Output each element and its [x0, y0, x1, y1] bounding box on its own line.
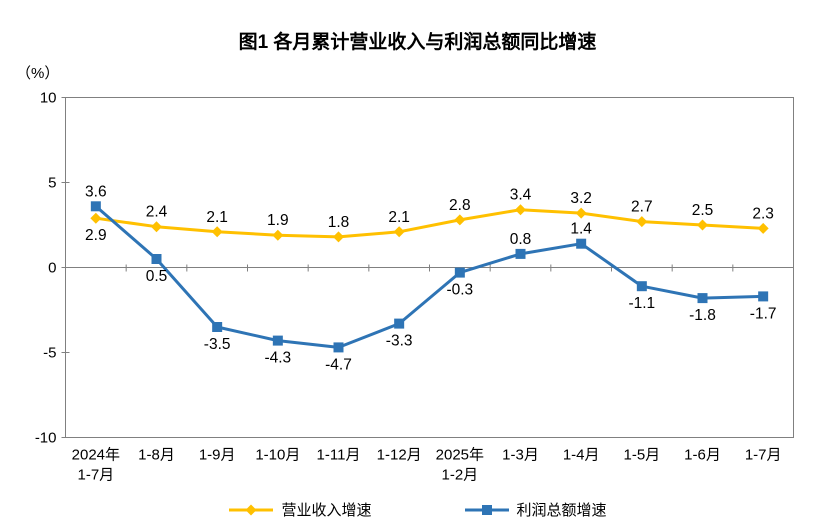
data-point-label: 2.8 — [449, 197, 471, 214]
legend-item-profit-growth: 利润总额增速 — [464, 499, 607, 520]
data-point-label: 3.6 — [85, 183, 107, 200]
y-axis-tick-label: 5 — [48, 175, 56, 192]
legend-label-profit-growth: 利润总额增速 — [516, 502, 607, 519]
x-axis-category-label: 1-12月 — [377, 447, 422, 464]
x-axis-category-label: 1-8月 — [138, 447, 175, 464]
data-point-marker-square — [333, 342, 344, 353]
data-point-marker-diamond — [515, 204, 526, 216]
data-point-label: 1.9 — [267, 212, 289, 229]
data-point-label: -1.8 — [689, 307, 716, 324]
revenue-series-swatch-icon — [229, 504, 274, 515]
data-point-marker-square — [212, 322, 223, 332]
data-point-label: 3.2 — [570, 190, 592, 207]
data-point-marker-square — [576, 238, 587, 249]
data-point-marker-square — [272, 335, 283, 346]
data-point-label: 2.1 — [388, 209, 410, 226]
x-axis-category-label: 1-7月 — [745, 447, 782, 464]
data-point-label: -3.5 — [204, 336, 231, 353]
data-point-label: 2.1 — [206, 209, 228, 226]
legend-item-revenue-growth: 营业收入增速 — [228, 499, 372, 520]
data-point-label: -1.1 — [628, 295, 655, 312]
data-point-label: 1.4 — [570, 221, 592, 238]
y-axis-tick-label: -5 — [43, 345, 56, 362]
data-point-marker-diamond — [454, 214, 466, 226]
legend-label-revenue-growth: 营业收入增速 — [281, 502, 372, 519]
data-point-marker-square — [90, 201, 101, 212]
x-axis-category-label: 1-10月 — [255, 447, 300, 464]
data-point-marker-square — [697, 293, 708, 304]
data-point-marker-diamond — [393, 226, 405, 238]
x-axis-category-label: 1-3月 — [502, 447, 539, 464]
x-axis-category-label: 2024年 1-7月 — [72, 447, 120, 484]
data-point-marker-square — [454, 267, 465, 278]
data-point-label: 2.5 — [692, 202, 714, 219]
data-point-marker-square — [515, 248, 526, 259]
data-point-marker-square — [394, 318, 405, 329]
data-point-marker-diamond — [757, 222, 769, 234]
y-axis-tick-label: 10 — [40, 90, 57, 107]
data-point-label: 0.5 — [146, 268, 168, 285]
profit-series-swatch-icon — [464, 504, 509, 515]
y-axis-tick-label: 0 — [48, 260, 56, 277]
data-point-label: -4.7 — [325, 356, 352, 373]
data-point-marker-diamond — [272, 229, 284, 241]
data-point-marker-diamond — [575, 207, 587, 219]
data-point-label: 0.8 — [510, 231, 532, 248]
data-point-label: -3.3 — [386, 333, 413, 350]
data-point-label: 2.4 — [146, 204, 168, 221]
data-point-marker-diamond — [636, 216, 648, 228]
data-point-marker-diamond — [245, 504, 257, 515]
x-axis-category-label: 1-4月 — [563, 447, 600, 464]
x-axis-category-label: 2025年 1-2月 — [436, 447, 484, 484]
x-axis-category-label: 1-5月 — [623, 447, 660, 464]
data-point-label: 2.9 — [85, 227, 107, 244]
data-point-marker-square — [636, 281, 647, 292]
data-point-label: 3.4 — [510, 187, 532, 204]
y-axis-tick-label: -10 — [35, 430, 57, 447]
series-line-0 — [94, 208, 765, 239]
chart-title: 图1 各月累计营业收入与利润总额同比增速 — [238, 32, 597, 53]
data-point-marker-diamond — [211, 226, 223, 238]
data-point-label: -0.3 — [446, 282, 473, 299]
x-axis-category-label: 1-11月 — [317, 447, 361, 464]
data-point-label: 1.8 — [328, 214, 350, 231]
data-point-label: 2.7 — [631, 199, 653, 216]
data-point-label: 2.3 — [752, 205, 774, 222]
data-point-label: -4.3 — [264, 350, 291, 367]
chart-legend: 营业收入增速 利润总额增速 — [0, 499, 835, 520]
data-point-marker-square — [758, 291, 769, 302]
data-point-marker-square — [481, 504, 492, 515]
data-point-marker-diamond — [697, 219, 708, 231]
line-chart-plot: 10 5 0 -5 -10 2024年 1-7月 1-8月 1-9月 1-10月 1-11月 1-12… — [35, 90, 794, 484]
data-point-marker-diamond — [90, 212, 102, 224]
data-point-marker-diamond — [151, 221, 162, 233]
data-point-marker-diamond — [333, 231, 344, 243]
data-point-marker-square — [151, 254, 162, 264]
data-point-label: -1.7 — [750, 305, 777, 322]
y-axis-unit-label: （%） — [16, 65, 60, 82]
series-line-1 — [94, 204, 765, 349]
x-axis-category-label: 1-6月 — [684, 447, 721, 464]
x-axis-category-label: 1-9月 — [199, 447, 236, 464]
